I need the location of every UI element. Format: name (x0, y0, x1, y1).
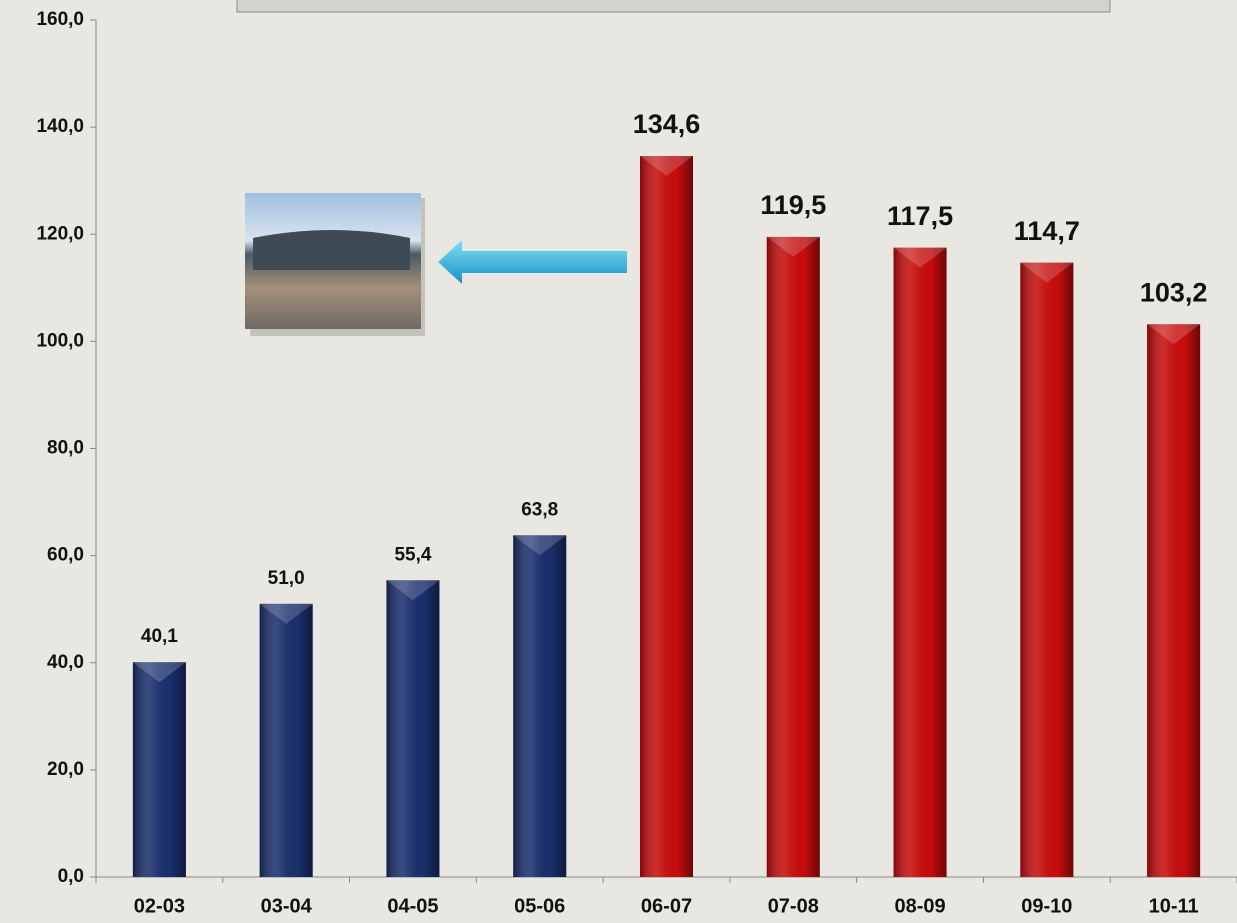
bar-bevel (259, 603, 313, 624)
data-label: 114,7 (1014, 216, 1080, 246)
bar-bevel (1147, 324, 1201, 345)
x-tick-label: 04-05 (387, 895, 438, 917)
bar-bevel (513, 535, 567, 556)
y-tick-label: 60,0 (47, 545, 84, 566)
bar-sheen (766, 236, 820, 878)
bar-bevel (766, 236, 820, 257)
bar-bevel (640, 156, 693, 177)
header-box (236, 0, 1111, 13)
data-label: 51,0 (268, 568, 305, 589)
bar-sheen (640, 156, 693, 877)
x-tick-label: 06-07 (641, 895, 692, 917)
y-tick-label: 80,0 (47, 438, 84, 459)
bar-bevel (1020, 262, 1074, 283)
x-tick-label: 03-04 (261, 895, 313, 917)
y-tick-label: 160,0 (36, 9, 84, 30)
bar-bevel (386, 580, 440, 601)
data-label: 119,5 (760, 190, 826, 220)
bar-sheen (1147, 324, 1201, 877)
bar-bevel (132, 662, 186, 683)
x-tick-label: 09-10 (1021, 895, 1072, 917)
y-tick-label: 140,0 (36, 116, 84, 137)
data-label: 134,6 (633, 109, 701, 139)
y-tick-label: 20,0 (47, 759, 84, 780)
x-tick-label: 10-11 (1149, 895, 1199, 917)
y-tick-label: 40,0 (47, 652, 84, 673)
data-label: 117,5 (887, 201, 953, 231)
x-tick-label: 08-09 (894, 895, 945, 917)
y-tick-label: 100,0 (36, 330, 84, 351)
data-label: 55,4 (394, 544, 431, 565)
x-tick-label: 07-08 (768, 895, 819, 917)
bar-sheen (1020, 262, 1074, 877)
data-label: 40,1 (141, 626, 178, 647)
bar-sheen (259, 603, 313, 877)
bar-sheen (893, 247, 947, 877)
y-tick-label: 120,0 (36, 223, 84, 244)
bar-sheen (132, 662, 186, 877)
arrow (438, 240, 627, 284)
x-tick-label: 02-03 (134, 895, 185, 917)
bar-sheen (386, 580, 440, 877)
stadium-shape (253, 230, 410, 270)
y-tick-label: 0,0 (58, 866, 84, 887)
x-tick-label: 05-06 (514, 895, 565, 917)
data-label: 63,8 (521, 499, 558, 520)
data-label: 103,2 (1140, 277, 1208, 307)
bar-bevel (893, 247, 947, 268)
bar-sheen (513, 535, 567, 877)
